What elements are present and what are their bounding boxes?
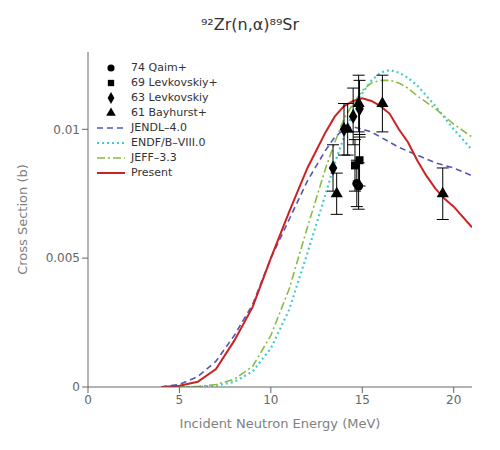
html-text:ENDF/B–VIII.0: ENDF/B–VIII.0 xyxy=(131,136,206,149)
svg-text:10: 10 xyxy=(263,393,278,407)
html-text:61 Bayhurst+: 61 Bayhurst+ xyxy=(131,106,207,119)
html-text:63 Levkovskiy: 63 Levkovskiy xyxy=(131,91,209,104)
svg-text:0: 0 xyxy=(72,380,80,394)
svg-text:0.005: 0.005 xyxy=(46,251,80,265)
html-text:JENDL–4.0: JENDL–4.0 xyxy=(131,121,187,134)
svg-text:0.01: 0.01 xyxy=(53,123,80,137)
html-text:⁹²Zr(n,α)⁸⁹Sr: ⁹²Zr(n,α)⁸⁹Sr xyxy=(200,15,300,34)
svg-text:15: 15 xyxy=(355,393,370,407)
svg-text:0: 0 xyxy=(84,393,92,407)
svg-text:Incident Neutron Energy (MeV): Incident Neutron Energy (MeV) xyxy=(180,416,381,431)
svg-text:Cross Section (b): Cross Section (b) xyxy=(15,164,30,275)
svg-text:20: 20 xyxy=(446,393,461,407)
html-text:74 Qaim+: 74 Qaim+ xyxy=(131,61,187,74)
html-text:JEFF–3.3: JEFF–3.3 xyxy=(131,151,177,164)
svg-text:5: 5 xyxy=(176,393,184,407)
html-text:69 Levkovskiy+: 69 Levkovskiy+ xyxy=(131,76,218,89)
html-text:Present: Present xyxy=(131,166,173,179)
